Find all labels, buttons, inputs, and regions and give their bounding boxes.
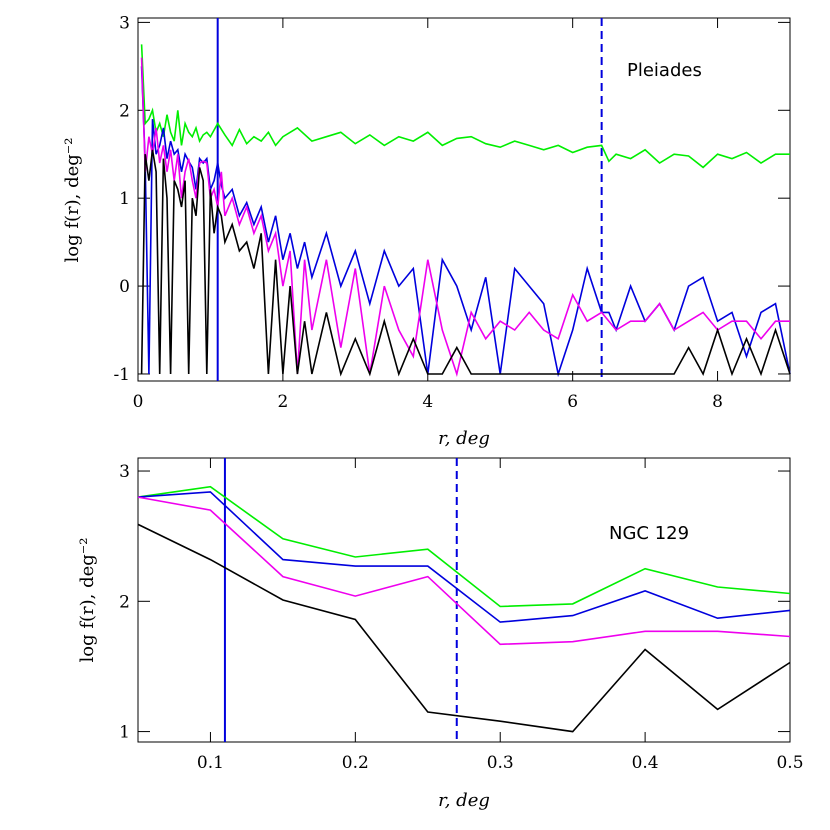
y-axis-label: log f(r), deg⁻² [62, 137, 83, 262]
x-tick-label: 0.1 [197, 753, 224, 773]
y-tick-label: 1 [119, 723, 130, 743]
x-tick-label: 0.5 [776, 753, 803, 773]
series-line [140, 149, 791, 377]
x-tick-label: 2 [277, 392, 288, 412]
ngc129-panel: 0.1 0.2 0.3 0.4 0.5 1 2 3 NGC 129 r, deg log f(… [77, 457, 804, 811]
y-tick-label: 1 [119, 189, 130, 209]
reference-lines [216, 18, 603, 381]
series-line [140, 66, 791, 378]
x-tick-label: 0.2 [342, 753, 369, 773]
series-line [137, 491, 791, 623]
plot-frame [137, 457, 791, 743]
series-group [137, 485, 791, 733]
y-tick-label: 2 [119, 101, 130, 121]
y-axis-label: log f(r), deg⁻² [77, 537, 98, 662]
y-tick-label: 3 [119, 462, 130, 482]
axis-ticks: 0.1 0.2 0.3 0.4 0.5 1 2 3 [119, 458, 804, 773]
y-tick-label: 2 [119, 592, 130, 612]
x-tick-label: 0.4 [632, 753, 659, 773]
panel-annotation: Pleiades [627, 60, 702, 81]
series-line [140, 44, 790, 169]
plot-frame [137, 17, 791, 382]
series-line [137, 485, 791, 608]
x-axis-label: r, deg [438, 790, 490, 811]
x-tick-label: 6 [567, 392, 578, 412]
reference-lines [223, 458, 458, 742]
series-line [137, 496, 791, 646]
x-axis-label: r, deg [438, 428, 490, 449]
x-tick-label: 0.3 [487, 753, 514, 773]
series-group [140, 44, 791, 378]
y-tick-label: -1 [113, 365, 130, 385]
y-tick-label: 3 [119, 13, 130, 33]
y-tick-label: 0 [119, 277, 130, 297]
series-line [137, 523, 791, 733]
x-tick-label: 4 [422, 392, 433, 412]
series-line [140, 57, 790, 377]
panel-annotation: NGC 129 [609, 523, 689, 544]
x-tick-label: 8 [712, 392, 723, 412]
x-tick-label: 0 [133, 392, 144, 412]
